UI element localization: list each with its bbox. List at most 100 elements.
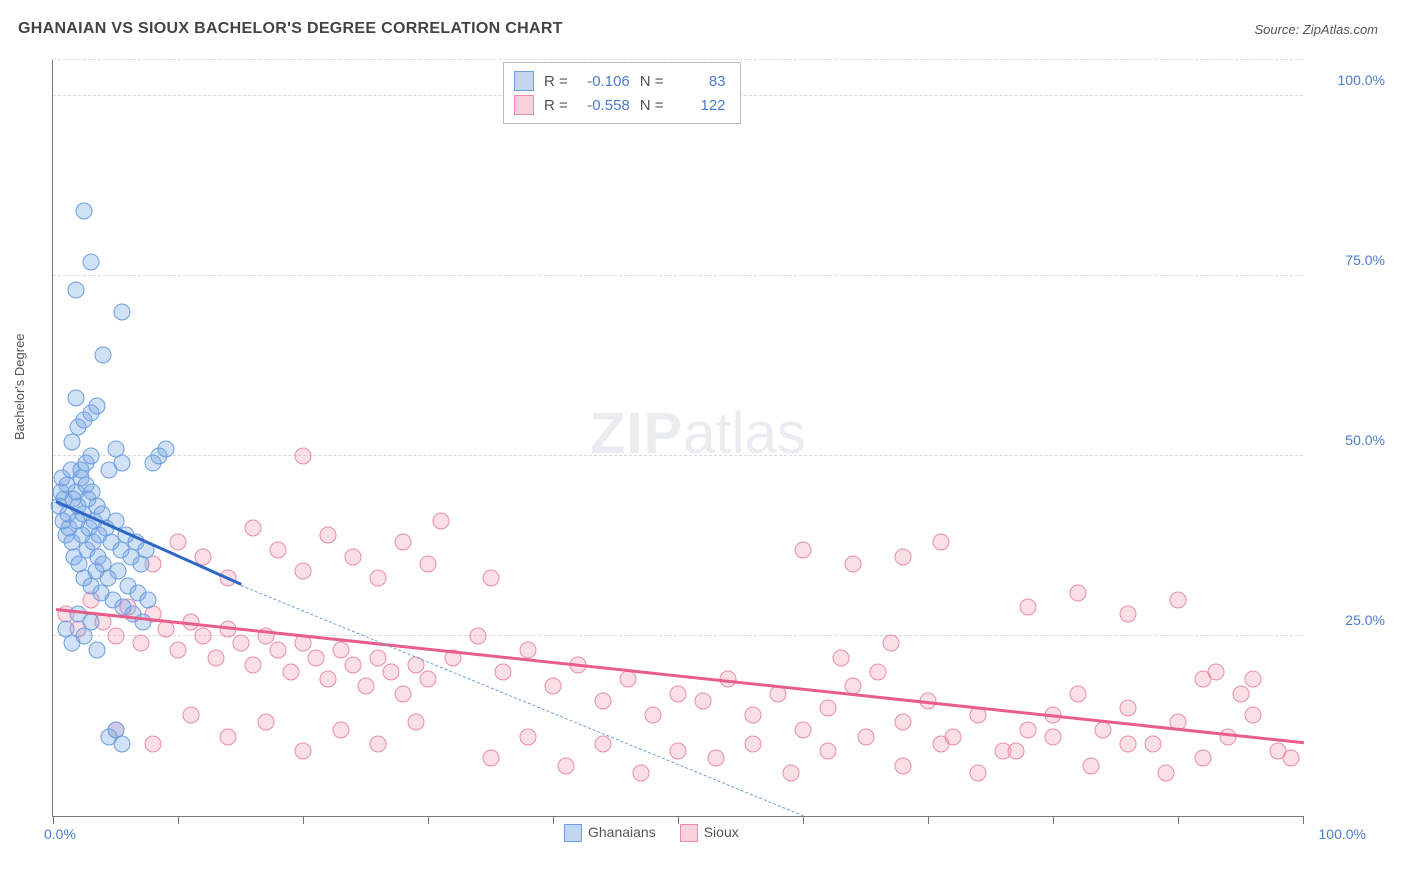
scatter-point-sioux xyxy=(282,664,299,681)
scatter-point-sioux xyxy=(1095,721,1112,738)
scatter-point-sioux xyxy=(245,656,262,673)
scatter-point-sioux xyxy=(1070,584,1087,601)
legend-item-sioux: Sioux xyxy=(680,824,739,842)
y-tick-label: 75.0% xyxy=(1315,252,1385,268)
scatter-point-sioux xyxy=(1045,728,1062,745)
scatter-point-sioux xyxy=(1120,736,1137,753)
x-tick xyxy=(53,816,54,824)
x-tick xyxy=(1178,816,1179,824)
scatter-point-sioux xyxy=(1070,685,1087,702)
scatter-point-sioux xyxy=(870,664,887,681)
scatter-point-sioux xyxy=(595,692,612,709)
gridline xyxy=(53,455,1303,456)
legend-swatch-sioux xyxy=(514,95,534,115)
scatter-point-sioux xyxy=(182,707,199,724)
scatter-point-sioux xyxy=(107,628,124,645)
scatter-point-sioux xyxy=(1120,606,1137,623)
scatter-point-sioux xyxy=(332,721,349,738)
trendline-sioux xyxy=(55,608,1303,744)
scatter-point-sioux xyxy=(232,635,249,652)
scatter-point-sioux xyxy=(1007,743,1024,760)
scatter-point-sioux xyxy=(370,736,387,753)
scatter-point-sioux xyxy=(1195,750,1212,767)
scatter-point-sioux xyxy=(270,642,287,659)
scatter-point-sioux xyxy=(970,764,987,781)
scatter-point-ghanaians xyxy=(113,455,130,472)
scatter-plot-area: 25.0%50.0%75.0%100.0% xyxy=(52,60,1303,817)
scatter-point-sioux xyxy=(1020,721,1037,738)
scatter-point-sioux xyxy=(857,728,874,745)
scatter-point-sioux xyxy=(1282,750,1299,767)
scatter-point-sioux xyxy=(307,649,324,666)
scatter-point-sioux xyxy=(620,671,637,688)
scatter-point-sioux xyxy=(595,736,612,753)
scatter-point-sioux xyxy=(1157,764,1174,781)
scatter-point-sioux xyxy=(557,757,574,774)
scatter-point-sioux xyxy=(820,700,837,717)
scatter-point-sioux xyxy=(645,707,662,724)
scatter-point-sioux xyxy=(670,685,687,702)
scatter-point-sioux xyxy=(1207,664,1224,681)
scatter-point-ghanaians xyxy=(82,448,99,465)
scatter-point-sioux xyxy=(470,628,487,645)
scatter-point-sioux xyxy=(382,664,399,681)
legend-label-ghanaians: Ghanaians xyxy=(588,824,656,840)
scatter-point-ghanaians xyxy=(95,347,112,364)
scatter-point-sioux xyxy=(1232,685,1249,702)
source-label: Source: ZipAtlas.com xyxy=(1254,22,1378,37)
x-axis-max-label: 100.0% xyxy=(1319,826,1366,842)
y-axis-label: Bachelor's Degree xyxy=(12,333,27,440)
scatter-point-sioux xyxy=(820,743,837,760)
scatter-point-sioux xyxy=(420,671,437,688)
scatter-point-sioux xyxy=(495,664,512,681)
scatter-point-sioux xyxy=(370,649,387,666)
legend-r-label: R = xyxy=(544,97,568,114)
scatter-point-sioux xyxy=(895,757,912,774)
scatter-point-sioux xyxy=(245,520,262,537)
legend-n-label: N = xyxy=(640,97,664,114)
scatter-point-sioux xyxy=(632,764,649,781)
scatter-point-sioux xyxy=(520,642,537,659)
scatter-point-sioux xyxy=(1145,736,1162,753)
gridline xyxy=(53,59,1303,60)
legend-item-ghanaians: Ghanaians xyxy=(564,824,656,842)
scatter-point-ghanaians xyxy=(113,304,130,321)
gridline xyxy=(53,275,1303,276)
scatter-point-sioux xyxy=(1020,599,1037,616)
scatter-point-ghanaians xyxy=(67,282,84,299)
scatter-point-ghanaians xyxy=(113,736,130,753)
scatter-point-ghanaians xyxy=(157,440,174,457)
scatter-point-sioux xyxy=(332,642,349,659)
legend-swatch-sioux xyxy=(680,824,698,842)
legend-swatch-ghanaians xyxy=(564,824,582,842)
y-tick-label: 50.0% xyxy=(1315,432,1385,448)
legend-r-ghanaians: -0.106 xyxy=(578,73,630,90)
legend-n-label: N = xyxy=(640,73,664,90)
legend-n-ghanaians: 83 xyxy=(674,73,726,90)
scatter-point-sioux xyxy=(695,692,712,709)
scatter-point-sioux xyxy=(932,534,949,551)
scatter-point-sioux xyxy=(932,736,949,753)
scatter-point-sioux xyxy=(845,556,862,573)
scatter-point-sioux xyxy=(1245,671,1262,688)
scatter-point-sioux xyxy=(220,728,237,745)
scatter-point-sioux xyxy=(545,678,562,695)
scatter-point-sioux xyxy=(707,750,724,767)
scatter-point-sioux xyxy=(345,548,362,565)
legend-label-sioux: Sioux xyxy=(704,824,739,840)
scatter-point-ghanaians xyxy=(88,397,105,414)
scatter-point-sioux xyxy=(320,527,337,544)
x-tick xyxy=(553,816,554,824)
x-tick xyxy=(928,816,929,824)
scatter-point-ghanaians xyxy=(82,253,99,270)
y-tick-label: 25.0% xyxy=(1315,612,1385,628)
scatter-point-sioux xyxy=(745,736,762,753)
trendline-ghanaians-dash xyxy=(240,585,803,816)
x-tick xyxy=(803,816,804,824)
scatter-point-ghanaians xyxy=(140,592,157,609)
scatter-point-sioux xyxy=(132,635,149,652)
scatter-point-sioux xyxy=(895,548,912,565)
legend-r-sioux: -0.558 xyxy=(578,97,630,114)
scatter-point-sioux xyxy=(357,678,374,695)
scatter-point-ghanaians xyxy=(88,642,105,659)
